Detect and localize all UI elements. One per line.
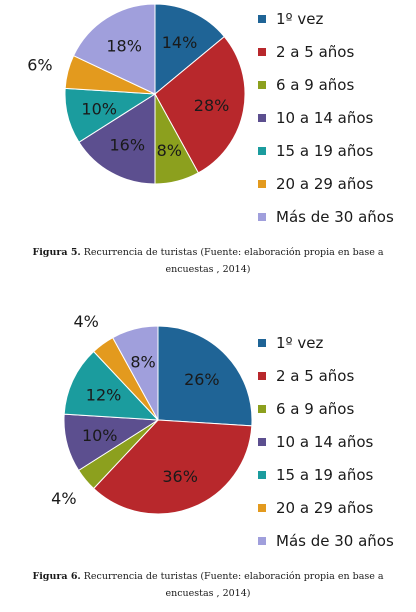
- legend-item-1-vez: 1º vez: [258, 2, 394, 35]
- legend-item-2-a-5: 2 a 5 años: [258, 35, 394, 68]
- figure-6: 26% 36% 4% 10% 12% 4% 8% 1º vez 2 a 5 años 6 a 9…: [0, 312, 416, 612]
- legend-label: 1º vez: [276, 333, 324, 352]
- legend-item-6-a-9: 6 a 9 años: [258, 392, 394, 425]
- legend-swatch: [258, 113, 266, 122]
- legend-swatch: [258, 503, 266, 512]
- legend-label: Más de 30 años: [276, 207, 394, 226]
- legend-swatch: [258, 371, 266, 380]
- legend-swatch: [258, 212, 266, 221]
- data-label-6-a-9: 4%: [51, 489, 76, 508]
- legend-label: 20 a 29 años: [276, 498, 374, 517]
- data-label-mas-de-30: 18%: [106, 36, 142, 55]
- legend-label: 10 a 14 años: [276, 108, 374, 127]
- legend-label: 15 a 19 años: [276, 141, 374, 160]
- legend-swatch: [258, 146, 266, 155]
- data-label-2-a-5: 28%: [194, 96, 230, 115]
- legend-label: 2 a 5 años: [276, 366, 355, 385]
- legend-item-6-a-9: 6 a 9 años: [258, 68, 394, 101]
- legend-swatch: [258, 80, 266, 89]
- legend-item-20-a-29: 20 a 29 años: [258, 167, 394, 200]
- pie-chart-figure-6: 26% 36% 4% 10% 12% 4% 8%: [51, 312, 253, 515]
- legend-item-20-a-29: 20 a 29 años: [258, 491, 394, 524]
- legend-swatch: [258, 179, 266, 188]
- pie-chart-figure-5: 14% 28% 8% 16% 10% 6% 18%: [27, 3, 246, 185]
- data-label-2-a-5: 36%: [162, 467, 198, 486]
- legend-item-1-vez: 1º vez: [258, 326, 394, 359]
- data-label-mas-de-30: 8%: [130, 353, 155, 372]
- legend-label: 15 a 19 años: [276, 465, 374, 484]
- legend-swatch: [258, 338, 266, 347]
- legend-item-10-a-14: 10 a 14 años: [258, 101, 394, 134]
- caption-prefix: Figura 5.: [32, 247, 81, 258]
- data-label-6-a-9: 8%: [157, 141, 182, 160]
- caption-figure-5: Figura 5. Recurrencia de turistas (Fuent…: [8, 244, 408, 278]
- pie-slice-15-a-19: [63, 350, 160, 421]
- legend-item-15-a-19: 15 a 19 años: [258, 458, 394, 491]
- legend-item-10-a-14: 10 a 14 años: [258, 425, 394, 458]
- data-label-20-a-29: 4%: [73, 312, 98, 331]
- data-label-20-a-29: 6%: [27, 55, 52, 74]
- legend-label: Más de 30 años: [276, 531, 394, 550]
- pie-slice-2-a-5: [92, 419, 253, 515]
- pie-slice-10-a-14: [78, 93, 156, 185]
- legend-item-15-a-19: 15 a 19 años: [258, 134, 394, 167]
- pie-slice-1-vez: [154, 3, 226, 96]
- data-label-1-vez: 14%: [162, 33, 198, 52]
- legend-item-mas-de-30: Más de 30 años: [258, 524, 394, 557]
- legend-swatch: [258, 437, 266, 446]
- caption-text: Recurrencia de turistas (Fuente: elabora…: [83, 571, 384, 599]
- legend-swatch: [258, 14, 266, 23]
- pie-slice-mas-de-30: [112, 325, 159, 421]
- legend-label: 20 a 29 años: [276, 174, 374, 193]
- legend-swatch: [258, 404, 266, 413]
- data-label-10-a-14: 16%: [109, 135, 145, 154]
- caption-text: Recurrencia de turistas (Fuente: elabora…: [83, 247, 384, 275]
- figure-5: 14% 28% 8% 16% 10% 6% 18% 1º vez 2 a 5 años 6 a …: [0, 0, 416, 275]
- legend-label: 6 a 9 años: [276, 399, 355, 418]
- data-label-15-a-19: 12%: [86, 385, 122, 404]
- data-label-10-a-14: 10%: [82, 426, 118, 445]
- legend-figure-6: 1º vez 2 a 5 años 6 a 9 años 10 a 14 años 15…: [258, 326, 394, 557]
- pie-slice-mas-de-30: [72, 3, 156, 95]
- legend-item-2-a-5: 2 a 5 años: [258, 359, 394, 392]
- legend-label: 1º vez: [276, 9, 324, 28]
- pie-slice-2-a-5: [154, 35, 246, 174]
- data-label-1-vez: 26%: [184, 370, 220, 389]
- pie-slice-1-vez: [157, 325, 253, 427]
- data-label-15-a-19: 10%: [81, 99, 117, 118]
- caption-figure-6: Figura 6. Recurrencia de turistas (Fuent…: [8, 568, 408, 602]
- legend-swatch: [258, 470, 266, 479]
- legend-label: 6 a 9 años: [276, 75, 355, 94]
- legend-label: 2 a 5 años: [276, 42, 355, 61]
- legend-label: 10 a 14 años: [276, 432, 374, 451]
- caption-prefix: Figura 6.: [32, 571, 81, 582]
- legend-item-mas-de-30: Más de 30 años: [258, 200, 394, 233]
- legend-figure-5: 1º vez 2 a 5 años 6 a 9 años 10 a 14 años 15…: [258, 2, 394, 233]
- legend-swatch: [258, 47, 266, 56]
- legend-swatch: [258, 536, 266, 545]
